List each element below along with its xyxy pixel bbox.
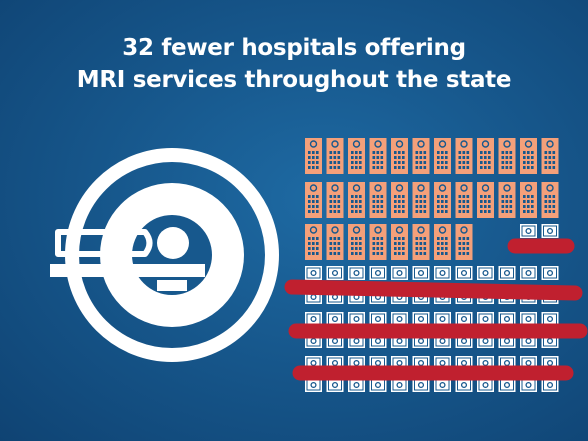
mri-scanner-icon xyxy=(50,148,279,362)
lost-hospital-icon xyxy=(412,266,430,280)
lost-hospital-icon xyxy=(455,266,473,280)
hospital-building-icon xyxy=(412,138,430,174)
headline-line-1: 32 fewer hospitals offering xyxy=(122,35,466,61)
hospital-building-icon xyxy=(434,182,451,218)
lost-hospital-icon xyxy=(391,378,408,392)
hospital-building-icon xyxy=(305,138,322,174)
lost-hospital-icon xyxy=(498,266,516,280)
lost-hospital-icon xyxy=(477,266,494,280)
lost-hospital-icon xyxy=(498,378,516,392)
hospital-building-icon xyxy=(326,224,344,260)
lost-hospital-icon xyxy=(369,312,387,326)
hospital-building-icon xyxy=(326,138,344,174)
lost-hospital-icon xyxy=(369,266,387,280)
hospital-building-icon xyxy=(455,182,473,218)
hospital-building-icon xyxy=(455,138,473,174)
headline: 32 fewer hospitals offering MRI services… xyxy=(0,32,588,96)
hospital-building-icon xyxy=(412,224,430,260)
hospital-building-icon xyxy=(412,182,430,218)
hospital-building-icon xyxy=(520,182,537,218)
lost-hospital-icon xyxy=(348,266,365,280)
hospital-building-icon xyxy=(391,182,408,218)
hospital-building-icon xyxy=(434,138,451,174)
lost-hospital-icon xyxy=(326,266,344,280)
lost-hospital-icon xyxy=(434,266,451,280)
headline-line-2: MRI services throughout the state xyxy=(76,67,512,93)
hospital-building-icon xyxy=(520,138,537,174)
lost-hospital-icon xyxy=(541,378,559,392)
hospital-building-icon xyxy=(498,138,516,174)
hospital-building-icon xyxy=(305,182,322,218)
hospital-building-icon xyxy=(541,182,559,218)
hospital-building-icon xyxy=(541,138,559,174)
lost-hospital-icon xyxy=(305,378,322,392)
hospital-building-icon xyxy=(391,224,408,260)
lost-hospital-icon xyxy=(541,224,559,238)
hospital-building-icon xyxy=(348,182,365,218)
lost-hospital-icon xyxy=(434,312,451,326)
hospital-building-icon xyxy=(369,182,387,218)
hospital-building-icon xyxy=(348,138,365,174)
hospital-building-icon xyxy=(391,138,408,174)
lost-hospital-icon xyxy=(520,266,537,280)
lost-hospital-icon xyxy=(477,378,494,392)
lost-hospital-icon xyxy=(348,378,365,392)
lost-hospital-icon xyxy=(477,312,494,326)
lost-hospital-icon xyxy=(541,266,559,280)
hospital-building-icon xyxy=(477,138,494,174)
hospital-building-icon xyxy=(455,224,473,260)
hospital-building-icon xyxy=(369,138,387,174)
hospital-building-icon xyxy=(305,224,322,260)
hospital-building-icon xyxy=(498,182,516,218)
hospital-building-icon xyxy=(477,182,494,218)
strike-line xyxy=(284,279,583,301)
lost-hospital-icon xyxy=(391,266,408,280)
hospital-building-icon xyxy=(326,182,344,218)
lost-hospital-icon xyxy=(305,266,322,280)
lost-hospital-icon xyxy=(305,312,322,326)
hospital-building-icon xyxy=(434,224,451,260)
lost-hospital-icon xyxy=(520,224,537,238)
hospital-building-icon xyxy=(369,224,387,260)
hospital-building-icon xyxy=(348,224,365,260)
